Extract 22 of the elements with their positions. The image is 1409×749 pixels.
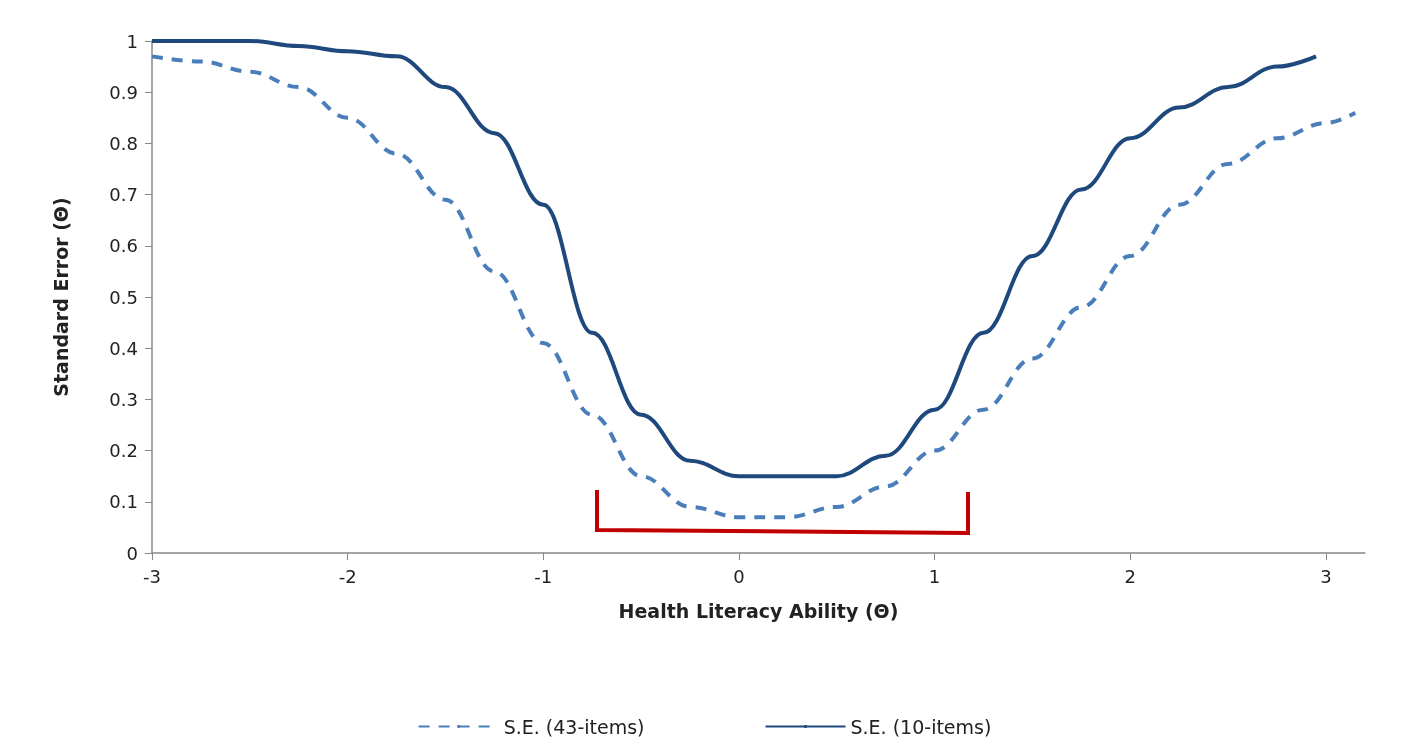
- x-tick-label: 2: [1124, 565, 1136, 587]
- y-tick-label: 0.2: [109, 440, 138, 462]
- y-tick-label: 0.5: [109, 286, 138, 308]
- y-axis-title: Standard Error (Θ): [49, 197, 72, 397]
- y-tick-label: 0: [126, 542, 138, 564]
- y-tick-label: 0.4: [109, 337, 138, 359]
- y-tick-label: 0.3: [109, 388, 138, 410]
- x-tick-label: -2: [338, 565, 357, 587]
- y-tick-label: 0.9: [109, 81, 138, 103]
- x-tick-label: -1: [534, 565, 553, 587]
- x-tick-label: 3: [1320, 565, 1332, 587]
- y-tick-label: 0.1: [109, 491, 138, 513]
- y-tick-label: 0.8: [109, 132, 138, 154]
- x-tick-label: -3: [143, 565, 161, 587]
- x-axis-title: Health Literacy Ability (Θ): [618, 599, 899, 622]
- y-tick-label: 1: [126, 30, 138, 52]
- legend-label: S.E. (43-items): [503, 715, 645, 738]
- x-tick-label: 1: [928, 565, 941, 587]
- y-tick-label: 0.6: [109, 235, 138, 257]
- y-tick-label: 0.7: [109, 184, 138, 206]
- x-tick-label: 0: [733, 565, 745, 587]
- legend-label: S.E. (10-items): [850, 715, 992, 738]
